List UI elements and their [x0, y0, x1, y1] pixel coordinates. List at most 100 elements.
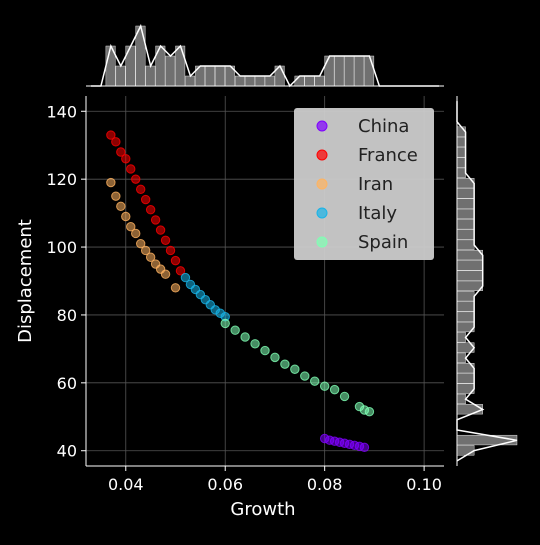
series-iran — [106, 177, 181, 293]
y-tick-label: 120 — [46, 170, 77, 189]
data-point — [270, 352, 280, 363]
y-axis-label: Displacement — [15, 219, 36, 343]
data-point — [131, 174, 141, 184]
data-point — [260, 345, 270, 356]
data-point — [145, 252, 156, 262]
top-hist-bar — [234, 75, 245, 87]
data-point — [160, 269, 171, 279]
data-point — [140, 194, 151, 205]
legend-marker — [316, 178, 328, 190]
data-point — [150, 215, 161, 225]
top-density-curve — [90, 23, 440, 88]
data-point — [364, 406, 375, 417]
x-tick-label: 0.08 — [307, 475, 343, 494]
legend-box — [294, 108, 434, 260]
top-hist-bar — [135, 25, 146, 87]
right-hist-bar — [456, 373, 475, 384]
right-hist-bar — [456, 260, 483, 271]
top-hist-bar — [175, 45, 186, 87]
right-hist-bar — [456, 352, 466, 363]
data-point — [180, 272, 191, 283]
legend-marker — [316, 236, 328, 248]
data-point — [170, 255, 181, 266]
data-point — [106, 177, 116, 188]
data-point — [165, 245, 176, 256]
right-hist-bar — [456, 404, 483, 415]
right-hist-bar — [456, 239, 475, 250]
data-point — [111, 191, 121, 201]
right-hist-bar — [456, 136, 466, 148]
x-axis-label: Growth — [230, 499, 295, 520]
legend-label: Iran — [358, 174, 393, 195]
right-marginal-histogram — [456, 96, 518, 466]
data-point — [339, 391, 350, 402]
data-point — [240, 332, 250, 342]
data-point — [116, 147, 126, 157]
data-point — [140, 245, 151, 256]
legend-label: China — [358, 116, 409, 137]
right-hist-bar — [456, 229, 475, 240]
legend-marker — [316, 149, 328, 161]
right-density-curve — [456, 101, 518, 462]
top-hist-bar — [115, 65, 126, 87]
y-tick-label: 40 — [57, 442, 77, 461]
right-hist-bar — [456, 434, 518, 446]
data-point — [230, 325, 240, 335]
y-tick-label: 100 — [46, 238, 77, 257]
legend-marker — [316, 120, 328, 132]
top-hist-bar — [304, 75, 315, 87]
top-hist-bar — [314, 75, 325, 87]
series-france — [106, 130, 186, 276]
top-hist-bar — [165, 55, 176, 87]
data-point — [126, 164, 136, 174]
top-hist-bar — [264, 75, 275, 87]
series-spain — [220, 318, 375, 417]
right-hist-bar — [456, 188, 475, 199]
right-hist-bar — [456, 270, 483, 281]
top-hist-bar — [205, 65, 215, 87]
data-point — [121, 154, 131, 164]
top-hist-bar — [244, 75, 255, 87]
data-point — [135, 184, 146, 195]
data-point — [290, 364, 300, 374]
series-italy — [180, 272, 230, 322]
right-hist-bar — [456, 445, 475, 456]
axes: 0.04 0.06 0.08 0.10 40 60 80 100 120 140 Growth Dis… — [15, 96, 444, 520]
top-hist-bar — [145, 65, 156, 87]
right-hist-bar — [456, 167, 466, 178]
y-tick-label: 80 — [57, 306, 77, 325]
data-point — [329, 384, 340, 395]
top-hist-bar — [185, 75, 196, 87]
data-point — [359, 442, 370, 453]
legend-label: Italy — [358, 203, 397, 224]
right-hist-bar — [456, 208, 475, 220]
top-hist-bar — [254, 75, 265, 87]
y-tick-label: 60 — [57, 374, 77, 393]
legend-marker — [316, 207, 328, 219]
x-tick-label: 0.04 — [108, 475, 144, 494]
right-hist-bar — [456, 301, 475, 312]
data-point — [135, 238, 146, 249]
right-hist-bar — [456, 332, 466, 343]
data-point — [131, 228, 141, 239]
right-hist-bar — [456, 147, 466, 158]
right-hist-bar — [456, 219, 475, 230]
top-hist-bar — [344, 55, 355, 87]
right-hist-bar — [456, 157, 466, 168]
data-point — [145, 205, 156, 215]
top-hist-bar — [354, 55, 365, 87]
data-point — [155, 225, 166, 235]
x-tick-label: 0.10 — [406, 475, 442, 494]
top-hist-bar — [334, 55, 345, 87]
data-point — [121, 211, 131, 222]
right-hist-bar — [456, 198, 475, 209]
main-scatter-plot: 0.04 0.06 0.08 0.10 40 60 80 100 120 140 Growth Dis… — [15, 96, 444, 520]
top-marginal-histogram — [86, 23, 444, 88]
data-point — [116, 201, 126, 212]
data-point — [250, 339, 260, 349]
data-point — [310, 376, 320, 386]
right-hist-bar — [456, 311, 475, 322]
data-point — [106, 130, 116, 140]
